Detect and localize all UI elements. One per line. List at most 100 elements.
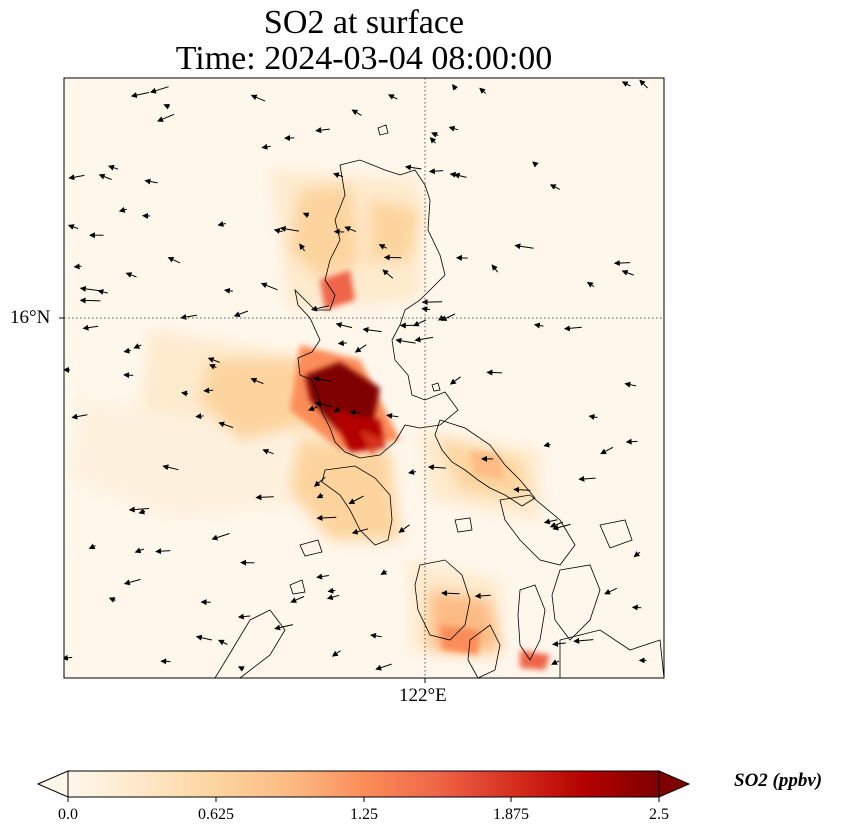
- wind-arrow: [331, 650, 341, 657]
- wind-arrow: [250, 94, 266, 102]
- wind-arrow: [552, 640, 566, 647]
- wind-arrow: [195, 634, 213, 641]
- wind-arrow: [68, 174, 85, 181]
- wind-arrow: [162, 464, 179, 471]
- wind-arrow: [427, 464, 446, 471]
- colorbar-tick-label: 1.875: [493, 806, 529, 823]
- wind-arrow: [67, 224, 79, 230]
- wind-arrow: [237, 666, 245, 672]
- wind-arrow: [149, 86, 169, 94]
- wind-arrow: [573, 637, 594, 644]
- wind-arrow: [195, 413, 204, 420]
- wind-arrow: [563, 325, 582, 332]
- wind-arrow: [378, 244, 387, 250]
- wind-arrow: [71, 413, 88, 420]
- wind-arrow: [370, 632, 382, 639]
- wind-arrow: [144, 178, 158, 185]
- wind-arrow: [624, 381, 637, 388]
- wind-arrow: [549, 184, 561, 190]
- wind-arrow: [98, 173, 112, 180]
- wind-arrow: [414, 336, 434, 343]
- wind-arrow: [274, 624, 294, 631]
- wind-arrow: [79, 285, 101, 292]
- wind-arrow: [533, 322, 544, 329]
- colorbar-min-extend: [36, 770, 69, 798]
- wind-arrow: [260, 282, 278, 291]
- wind-arrow: [180, 314, 197, 320]
- wind-arrow: [348, 495, 364, 504]
- wind-arrow: [588, 414, 598, 420]
- wind-arrow: [233, 310, 249, 318]
- wind-arrow: [412, 319, 427, 327]
- wind-arrow: [314, 401, 332, 407]
- wind-arrow: [123, 578, 141, 586]
- wind-arrow: [349, 409, 360, 416]
- wind-arrow: [125, 272, 137, 278]
- wind-arrow: [449, 171, 459, 178]
- wind-arrow: [250, 377, 264, 385]
- wind-arrow: [335, 322, 353, 329]
- wind-arrow: [604, 587, 618, 595]
- wind-arrow: [621, 269, 634, 276]
- wind-arrow: [130, 92, 150, 99]
- wind-arrow: [163, 103, 171, 110]
- wind-arrow: [73, 263, 82, 270]
- wind-arrow: [181, 390, 189, 397]
- wind-arrow: [326, 594, 340, 601]
- wind-arrow: [375, 663, 392, 671]
- map-frame: [63, 77, 665, 679]
- wind-arrow: [428, 168, 444, 175]
- wind-arrow: [449, 376, 461, 385]
- wind-arrow: [88, 543, 96, 549]
- wind-arrow: [380, 569, 388, 575]
- wind-arrow: [313, 476, 326, 487]
- wind-arrow: [208, 364, 217, 370]
- wind-arrow: [312, 376, 332, 382]
- wind-arrow: [307, 405, 318, 412]
- wind-arrow: [218, 421, 234, 428]
- wind-arrow: [310, 305, 330, 312]
- map-title: SO2 at surface: [263, 4, 465, 41]
- wind-arrow: [217, 221, 226, 227]
- colorbar-label: SO2 (ppbv): [734, 770, 823, 791]
- wind-arrow: [316, 514, 337, 521]
- wind-arrow: [157, 113, 175, 122]
- wind-arrow: [514, 243, 534, 250]
- colorbar-tick-label: 1.25: [350, 806, 378, 823]
- wind-arrow: [133, 343, 142, 349]
- wind-arrow: [633, 551, 641, 558]
- wind-arrow: [123, 347, 132, 354]
- wind-arrow: [474, 592, 491, 599]
- wind-arrow: [332, 172, 344, 179]
- wind-arrow: [431, 132, 439, 138]
- wind-arrow: [388, 94, 398, 100]
- wind-arrow: [448, 125, 459, 132]
- wind-arrow: [600, 446, 614, 455]
- wind-arrow: [486, 369, 503, 376]
- wind-arrow: [386, 412, 399, 419]
- map-timestamp: Time: 2024-03-04 08:00:00: [175, 40, 553, 77]
- wind-arrow: [395, 337, 416, 344]
- wind-arrow: [261, 143, 271, 150]
- wind-arrow: [625, 438, 638, 445]
- wind-arrow: [337, 340, 347, 347]
- wind-arrow: [155, 548, 171, 555]
- wind-arrow: [351, 109, 362, 116]
- lat-tick-label: 16°N: [10, 307, 51, 328]
- wind-arrow: [543, 518, 558, 525]
- wind-arrow: [408, 469, 417, 475]
- colorbar-max-extend: [658, 770, 691, 798]
- wind-arrow: [138, 508, 146, 515]
- colorbar-tick-label: 2.5: [649, 806, 669, 823]
- wind-arrow: [107, 164, 119, 171]
- wind-arrow: [316, 492, 324, 499]
- wind-arrow: [123, 372, 134, 379]
- wind-arrow: [543, 441, 551, 448]
- wind-arrow: [621, 81, 631, 87]
- wind-arrow: [613, 260, 631, 267]
- wind-arrow: [362, 326, 382, 333]
- wind-arrow: [382, 269, 394, 279]
- wind-arrow: [479, 87, 487, 94]
- wind-arrow: [299, 243, 306, 252]
- colorbar-tick-label: 0.625: [198, 806, 234, 823]
